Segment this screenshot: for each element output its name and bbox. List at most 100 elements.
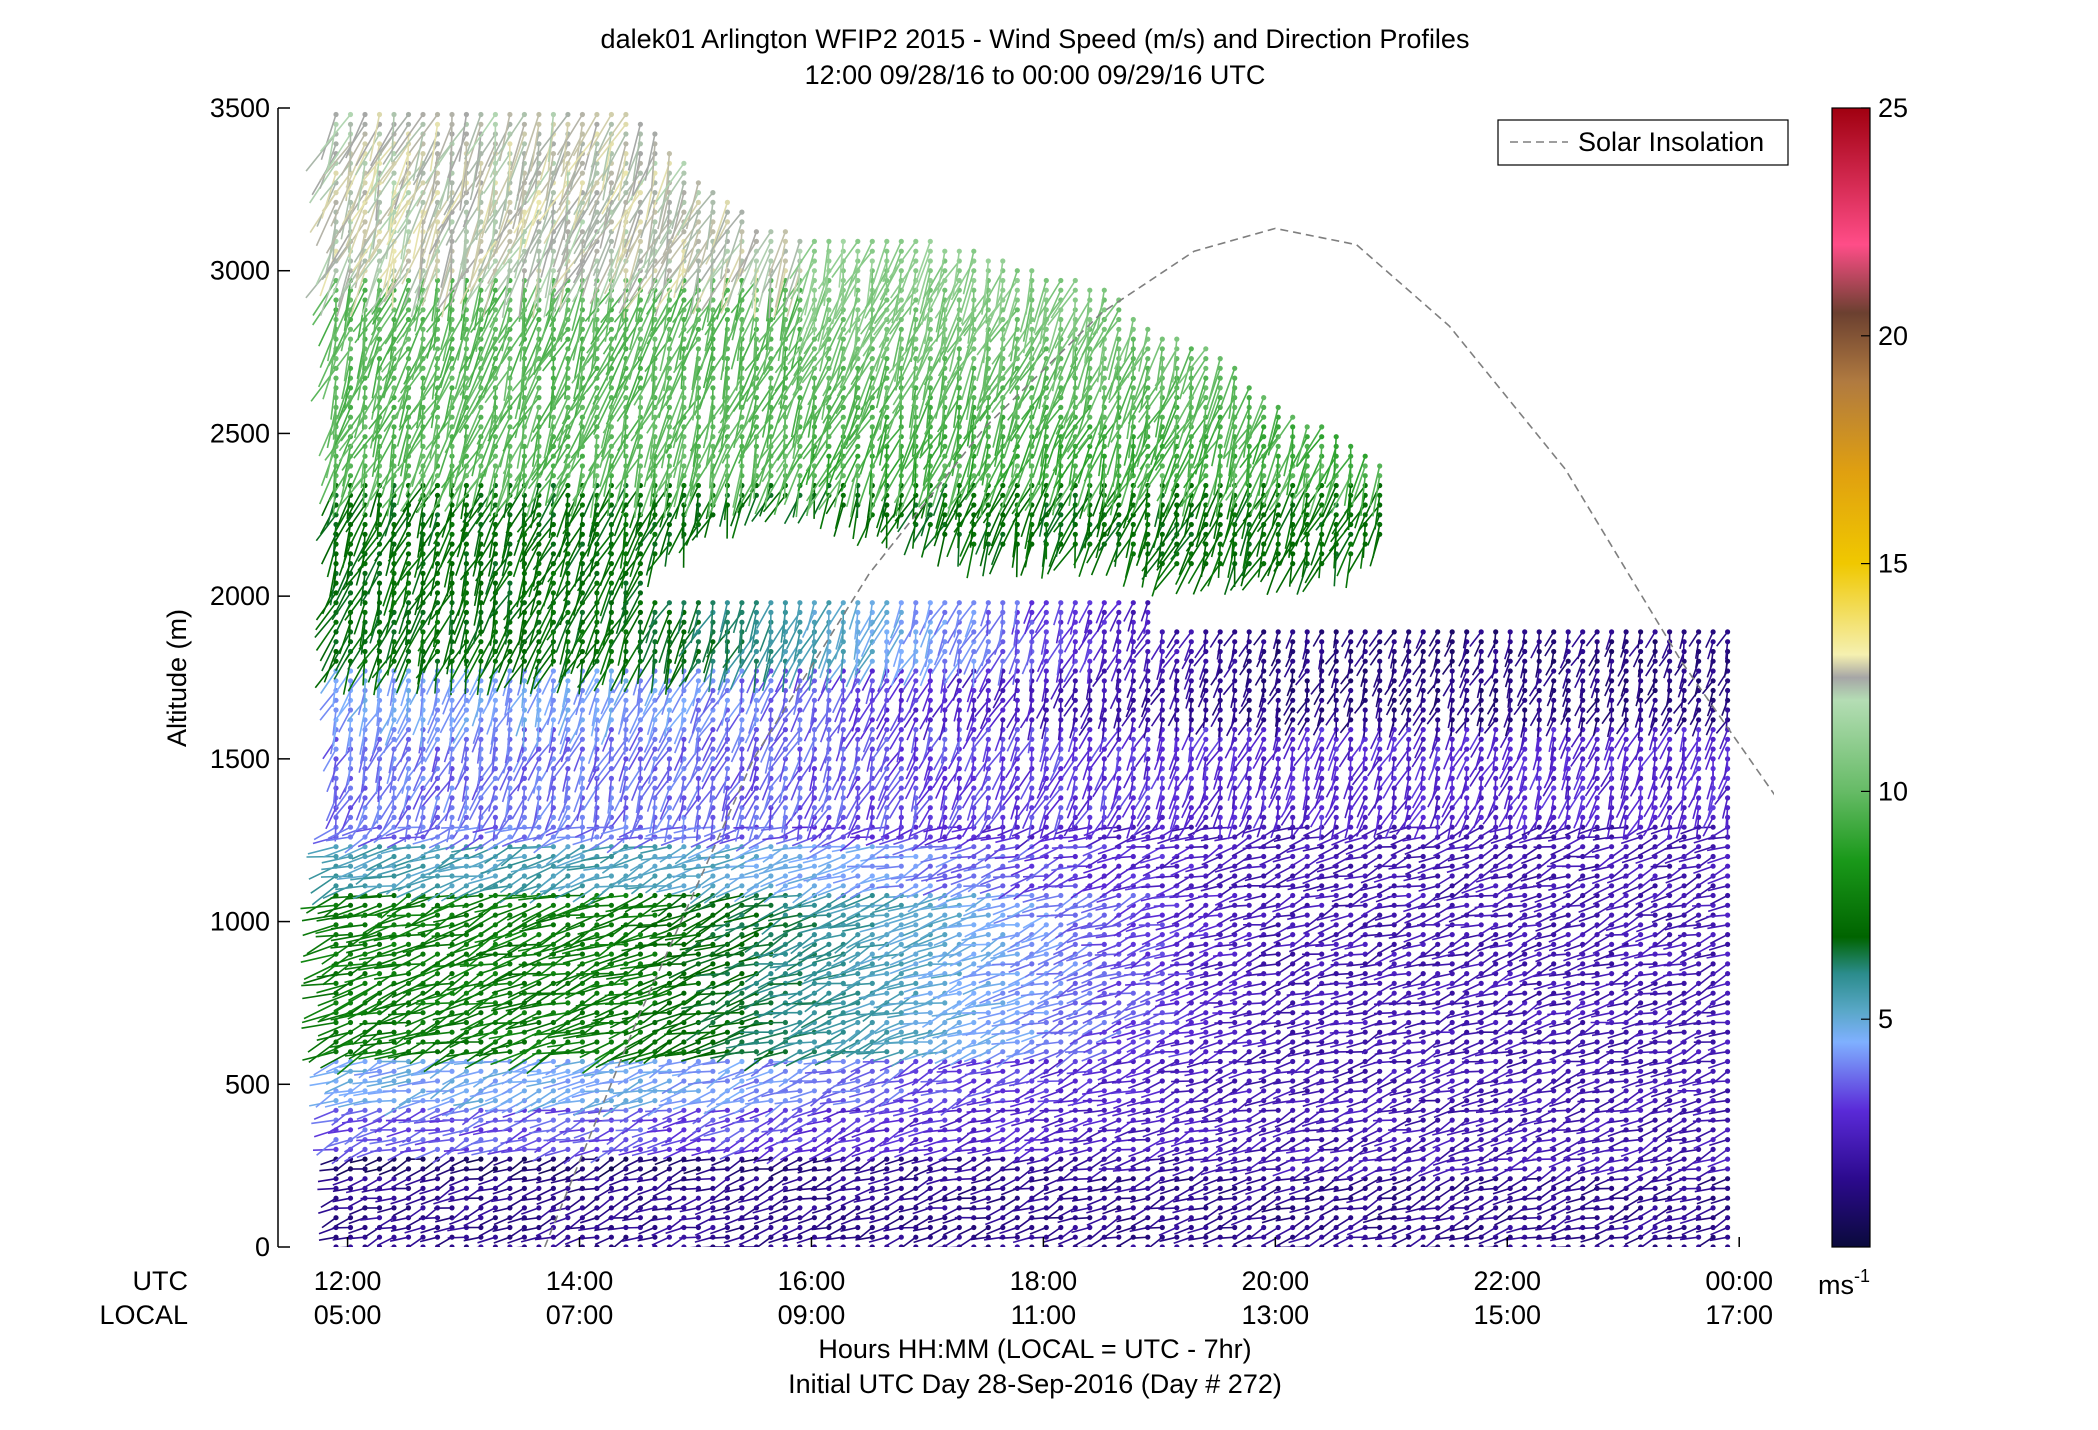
wind-barb-dot (406, 786, 411, 791)
wind-barb-dot (449, 1137, 454, 1142)
wind-barb-shaft (341, 1110, 365, 1115)
wind-barb-dot (406, 942, 411, 947)
wind-barb-dot (377, 971, 382, 976)
wind-barb-dot (377, 932, 382, 937)
wind-barb-dot (551, 1118, 556, 1123)
wind-barb-dot (391, 1049, 396, 1054)
wind-barb-dot (638, 1244, 643, 1249)
wind-barb-dot (536, 376, 541, 381)
wind-barb-dot (435, 581, 440, 586)
wind-barb-dot (551, 151, 556, 156)
wind-barb-dot (391, 405, 396, 410)
wind-barb-dot (377, 131, 382, 136)
wind-barb-dot (391, 1069, 396, 1074)
wind-barb-dot (333, 171, 338, 176)
wind-barb-dot (594, 629, 599, 634)
wind-barb-dot (362, 434, 367, 439)
wind-barb-dot (377, 561, 382, 566)
wind-barb-shaft (398, 876, 423, 891)
wind-barb-dot (507, 229, 512, 234)
wind-barb-dot (580, 649, 585, 654)
wind-barb-shaft (514, 1120, 539, 1122)
wind-barb-dot (406, 551, 411, 556)
wind-barb-dot (609, 180, 614, 185)
wind-barb-dot (449, 1098, 454, 1103)
wind-barb-dot (551, 1196, 556, 1201)
wind-barb-dot (333, 981, 338, 986)
wind-barb-shaft (387, 915, 423, 916)
wind-barb-dot (609, 1196, 614, 1201)
wind-barb-dot (507, 561, 512, 566)
wind-barb-dot (507, 649, 512, 654)
wind-barb-shaft (611, 886, 640, 887)
wind-barb-dot (565, 844, 570, 849)
wind-barb-dot (623, 629, 628, 634)
wind-barb-dot (391, 171, 396, 176)
wind-barb-dot (638, 1108, 643, 1113)
wind-barb-shaft (494, 564, 510, 595)
wind-barb-dot (406, 190, 411, 195)
wind-barb-dot (638, 1147, 643, 1152)
wind-barb-dot (406, 366, 411, 371)
wind-barb-dot (493, 815, 498, 820)
wind-barb-shaft (474, 612, 481, 644)
wind-barb-shaft (311, 876, 336, 893)
wind-barb-dot (493, 542, 498, 547)
wind-barb-dot (377, 903, 382, 908)
wind-barb-dot (580, 942, 585, 947)
wind-barb-dot (406, 727, 411, 732)
wind-barb-dot (449, 376, 454, 381)
wind-barb-dot (551, 1039, 556, 1044)
wind-barb-dot (594, 1098, 599, 1103)
wind-barb-dot (536, 766, 541, 771)
wind-barb-shaft (603, 1101, 626, 1117)
wind-barb-dot (333, 639, 338, 644)
wind-barb-dot (435, 786, 440, 791)
wind-barb-shaft (407, 691, 408, 719)
wind-barb-shaft (319, 1003, 350, 1021)
wind-barb-dot (609, 1157, 614, 1162)
wind-barb-dot (464, 1108, 469, 1113)
wind-barb-dot (377, 571, 382, 576)
wind-barb-dot (493, 1166, 498, 1171)
wind-barb-dot (406, 122, 411, 127)
wind-barb-dot (565, 493, 570, 498)
wind-barb-dot (449, 385, 454, 390)
wind-barb-dot (623, 581, 628, 586)
wind-barb-shaft (307, 857, 337, 858)
wind-barb-dot (333, 883, 338, 888)
wind-barb-shaft (599, 1071, 626, 1072)
wind-barb-dot (449, 883, 454, 888)
wind-barb-dot (333, 1176, 338, 1181)
wind-barb-shaft (424, 1052, 452, 1072)
wind-barb-dot (638, 1078, 643, 1083)
wind-barb-dot (493, 454, 498, 459)
wind-barb-dot (507, 141, 512, 146)
wind-barb-dot (420, 1157, 425, 1162)
wind-barb-dot (464, 112, 469, 117)
wind-barb-dot (362, 903, 367, 908)
wind-barb-dot (638, 1069, 643, 1074)
wind-barb-dot (449, 1205, 454, 1210)
wind-barb-dot (478, 483, 483, 488)
wind-barb-shaft (408, 134, 409, 182)
wind-barb-shaft (469, 115, 496, 154)
wind-barb-dot (435, 122, 440, 127)
wind-barb-dot (406, 1127, 411, 1132)
wind-barb-shaft (393, 525, 408, 556)
wind-barb-dot (493, 961, 498, 966)
wind-barb-dot (478, 1196, 483, 1201)
wind-barb-dot (420, 903, 425, 908)
wind-barb-dot (565, 337, 570, 342)
wind-barb-shaft (476, 954, 510, 955)
wind-barb-shaft (370, 837, 394, 840)
wind-barb-dot (420, 1205, 425, 1210)
wind-barb-shaft (375, 1120, 394, 1133)
wind-barb-shaft (406, 1247, 423, 1254)
wind-barb-dot (391, 180, 396, 185)
wind-barb-dot (478, 1147, 483, 1152)
wind-barb-dot (478, 649, 483, 654)
wind-barb-dot (493, 1235, 498, 1240)
wind-barb-dot (406, 717, 411, 722)
wind-barb-shaft (412, 1101, 438, 1102)
